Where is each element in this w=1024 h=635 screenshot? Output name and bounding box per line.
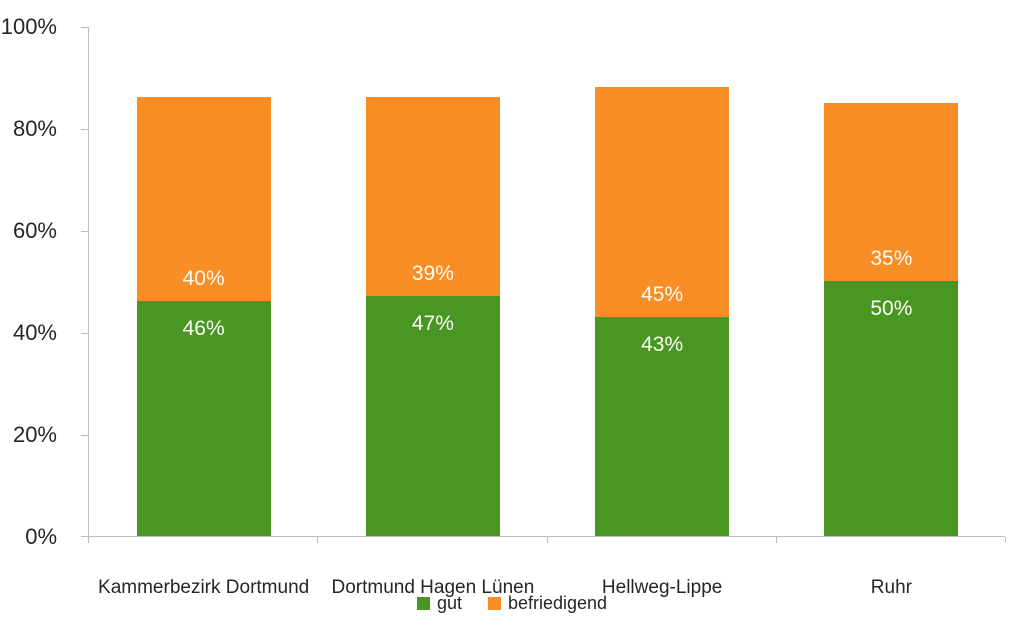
y-axis-tick-label: 0% (25, 524, 57, 549)
x-category-label: Kammerbezirk Dortmund (98, 577, 310, 598)
y-axis-tick (81, 27, 88, 28)
x-axis-tick (317, 537, 318, 543)
legend-swatch-gut-icon (416, 597, 430, 610)
legend-swatch-befriedigend-icon (487, 597, 501, 610)
x-category-label: Hellweg-Lippe (601, 577, 723, 598)
y-axis-tick-label: 40% (12, 320, 57, 345)
bar-segment-befriedigend (824, 102, 959, 281)
y-axis-tick-label: 100% (0, 14, 57, 39)
legend-label: gut (436, 593, 462, 613)
y-axis-tick (81, 129, 88, 130)
bar-segment-befriedigend (595, 87, 730, 317)
x-axis-tick (547, 537, 548, 543)
legend: gut befriedigend (0, 593, 1024, 614)
legend-item-gut: gut (416, 593, 462, 614)
x-category-label: Ruhr (870, 577, 912, 598)
y-axis-tick-label: 80% (12, 116, 57, 141)
y-axis-tick-label: 60% (12, 218, 57, 243)
bar-segment-gut (595, 316, 730, 536)
x-axis-tick (1005, 537, 1006, 543)
bar-segment-gut (136, 301, 271, 536)
y-axis-tick-label: 20% (12, 422, 57, 447)
y-axis-tick (81, 231, 88, 232)
bar-segment-gut (824, 281, 959, 536)
x-category-label: Dortmund Hagen Lünen (331, 577, 535, 598)
bar-segment-befriedigend (136, 97, 271, 302)
x-axis-tick (88, 537, 89, 543)
x-axis-tick (776, 537, 777, 543)
legend-item-befriedigend: befriedigend (487, 593, 608, 614)
bar-segment-befriedigend (365, 97, 500, 297)
y-axis-tick (81, 333, 88, 334)
plot-area: 0% 20% 40% 60% 80% 100% 40% 46% Kammerbezirk Dor… (1, 14, 1006, 598)
bar-segment-gut (365, 296, 500, 536)
y-axis-tick (81, 536, 88, 537)
legend-label: befriedigend (507, 593, 608, 613)
y-axis-tick (81, 435, 88, 436)
